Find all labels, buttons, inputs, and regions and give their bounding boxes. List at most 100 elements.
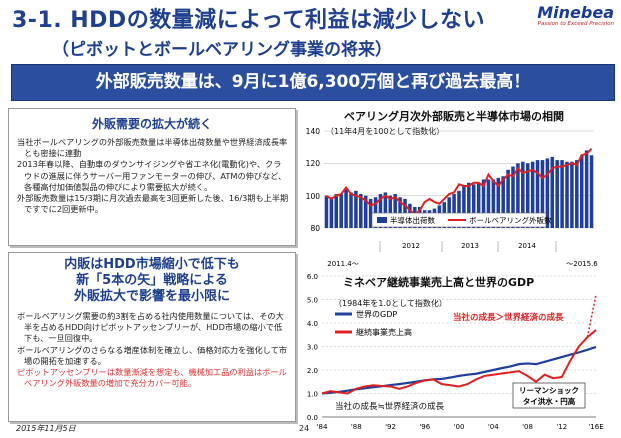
chart1-bar xyxy=(354,190,358,228)
footer-date: 2015年11月5日 xyxy=(16,424,76,433)
bullet-item-highlight: ピボットアッセンブリーは数量漸減を想定も、機械加工品の利益はボールベアリング外販… xyxy=(17,367,287,389)
x-tick-label: '04 xyxy=(488,423,499,431)
panel-internal-sales: 内販はHDD市場縮小で低下も 新「5本の矢」戦略による 外販拡大で影響を最小限に… xyxy=(8,252,296,422)
chart1-note: （11年4月を100として指数化） xyxy=(326,127,445,136)
chart1-bar xyxy=(383,192,388,228)
chart2-legend: 世界のGDP 継続事業売上高 xyxy=(335,309,412,337)
y-tick-label: 140 xyxy=(306,127,321,136)
panel-internal-heading-1: 内販はHDD市場縮小で低下も xyxy=(64,257,240,272)
banner-text: 外部販売数量は、9月に1億6,300万個と再び過去最高！ xyxy=(95,72,531,92)
chart1-bar xyxy=(457,190,461,228)
annotation-top: 当社の成長＞世界経済の成長 xyxy=(453,312,564,323)
chart1-bar xyxy=(496,177,501,228)
chart1-bar xyxy=(565,161,569,228)
legend-gdp-label: 世界のGDP xyxy=(356,309,397,319)
chart1-bar xyxy=(467,182,471,228)
chart1-bar xyxy=(462,185,466,228)
chart1-bar xyxy=(570,161,574,228)
chart1-bar xyxy=(481,179,486,228)
chart1-title: ベアリング月次外部販売と半導体市場の相関 xyxy=(344,110,564,123)
y-tick-label: 3.0 xyxy=(307,344,318,352)
chart1-bar xyxy=(516,163,520,228)
chart1-bar xyxy=(368,198,373,228)
chart2-svg: 0.0 1.0 2.0 3.0 4.0 5.0 6.0 世界のGDP 継続事業売… xyxy=(307,273,604,431)
panel-internal-heading-2: 新「5本の矢」戦略による xyxy=(76,273,228,288)
chart1-bar xyxy=(501,176,505,228)
chart2-gdp-line xyxy=(321,345,597,395)
y-tick-label: 0.0 xyxy=(307,414,318,422)
minebea-logo: Minebea Passion to Exceed Precision xyxy=(516,4,614,28)
page-subtitle: （ピボットとボールベアリング事業の将来） xyxy=(52,40,392,60)
legend-line-label: ボールベアリング外販数 xyxy=(469,215,552,225)
chart1-bar xyxy=(575,160,579,228)
x-tick-label: '96 xyxy=(419,423,430,431)
chart1-svg: 140 120 100 80 半導体出荷数 ボールベアリング外販数 2011.4… xyxy=(306,127,599,268)
bullet-item: ボールベアリングのさらなる増産体制を確立し、価格対応力を強化して市場の開拓を加速… xyxy=(17,344,287,366)
x-tick-label: '08 xyxy=(522,423,533,431)
chart1-bar xyxy=(393,194,397,228)
chart1-bar xyxy=(344,189,348,228)
page-title: 3-1. HDDの数量減によって利益は減少しない xyxy=(12,8,485,33)
chart1-series-line xyxy=(325,148,593,217)
y-tick-label: 1.0 xyxy=(307,391,318,399)
chart2-title: ミネベア継続事業売上高と世界のGDP xyxy=(343,276,535,289)
y-tick-label: 6.0 xyxy=(307,273,318,281)
legend-bar-label: 半導体出荷数 xyxy=(390,215,435,225)
chart1-bar xyxy=(329,197,334,228)
annotation-box-line1: リーマンショック xyxy=(519,385,579,395)
y-tick-label: 80 xyxy=(310,224,320,233)
chart1-bar xyxy=(388,195,393,228)
chart1-bar xyxy=(363,195,368,228)
bullet-item: 2013年春以降、自動車のダウンサイジングや省エネ化(電動化)や、クラウドの進展… xyxy=(17,159,287,192)
x-axis-label: 2014 xyxy=(518,242,536,250)
x-axis-label: 2013 xyxy=(461,242,479,250)
chart1-bar xyxy=(398,197,402,228)
x-tick-label: '16E xyxy=(588,423,603,431)
chart1-bar xyxy=(452,194,456,228)
panel-internal-heading-3: 外販拡大で影響を最小限に xyxy=(73,289,230,304)
chart1-bar xyxy=(486,179,491,228)
x-axis-label: ～2015.6 xyxy=(566,260,598,268)
bullet-item: 当社ボールベアリングの外部販売数量は半導体出荷数量や世界経済成長率とも密接に連動 xyxy=(17,137,288,159)
x-tick-label: '88 xyxy=(351,423,362,431)
annotation-box-line2: タイ洪水・円高 xyxy=(523,396,576,406)
x-tick-label: '12 xyxy=(556,423,567,431)
chart1-bar xyxy=(545,158,550,228)
chart1-bar xyxy=(540,160,545,228)
chart1-bar xyxy=(550,156,555,228)
chart1-bar xyxy=(555,160,559,228)
y-tick-label: 5.0 xyxy=(307,297,318,305)
chart1-bar xyxy=(324,195,329,228)
panel-demand-heading: 外販需要の拡大が続く xyxy=(91,117,212,131)
chart1-bar xyxy=(584,150,589,228)
bullet-item: ボールベアリング需要の約3割を占める社内使用数量については、その大半を占めるHD… xyxy=(17,311,284,344)
chart1-bar xyxy=(339,194,343,228)
chart1-bar xyxy=(579,155,584,228)
chart1-bar xyxy=(525,163,530,228)
chart1-bar xyxy=(560,160,564,228)
chart1-bar xyxy=(334,194,339,228)
headline-banner: 外部販売数量は、9月に1億6,300万個と再び過去最高！ xyxy=(11,64,615,101)
x-tick-label: '92 xyxy=(385,423,396,431)
bullet-item: 外部販売数量は15/3期に月次過去最高を3回更新した後、16/3期も上半期ですで… xyxy=(17,193,289,215)
chart1-bar xyxy=(476,182,481,228)
legend-bar-swatch xyxy=(377,217,387,223)
x-tick-label: '00 xyxy=(454,423,465,431)
chart1-bar xyxy=(589,155,594,228)
y-tick-label: 4.0 xyxy=(307,320,318,328)
page-number: 24 xyxy=(299,424,310,433)
logo-text: Minebea xyxy=(537,3,614,22)
chart1-bar xyxy=(535,160,540,228)
chart1-bar xyxy=(378,194,383,228)
y-tick-label: 100 xyxy=(306,192,321,201)
x-tick-label: '84 xyxy=(317,423,328,431)
chart1-bar xyxy=(349,192,353,228)
chart1-bar xyxy=(447,197,451,228)
chart1-bar xyxy=(530,161,535,228)
y-tick-label: 2.0 xyxy=(307,367,318,375)
panel-demand: 外販需要の拡大が続く 当社ボールベアリングの外部販売数量は半導体出荷数量や世界経… xyxy=(8,108,296,246)
x-axis-label: 2012 xyxy=(402,242,420,250)
chart2-forecast-line xyxy=(586,294,597,338)
chart1-bar xyxy=(491,179,496,228)
chart1-bar xyxy=(506,169,510,228)
